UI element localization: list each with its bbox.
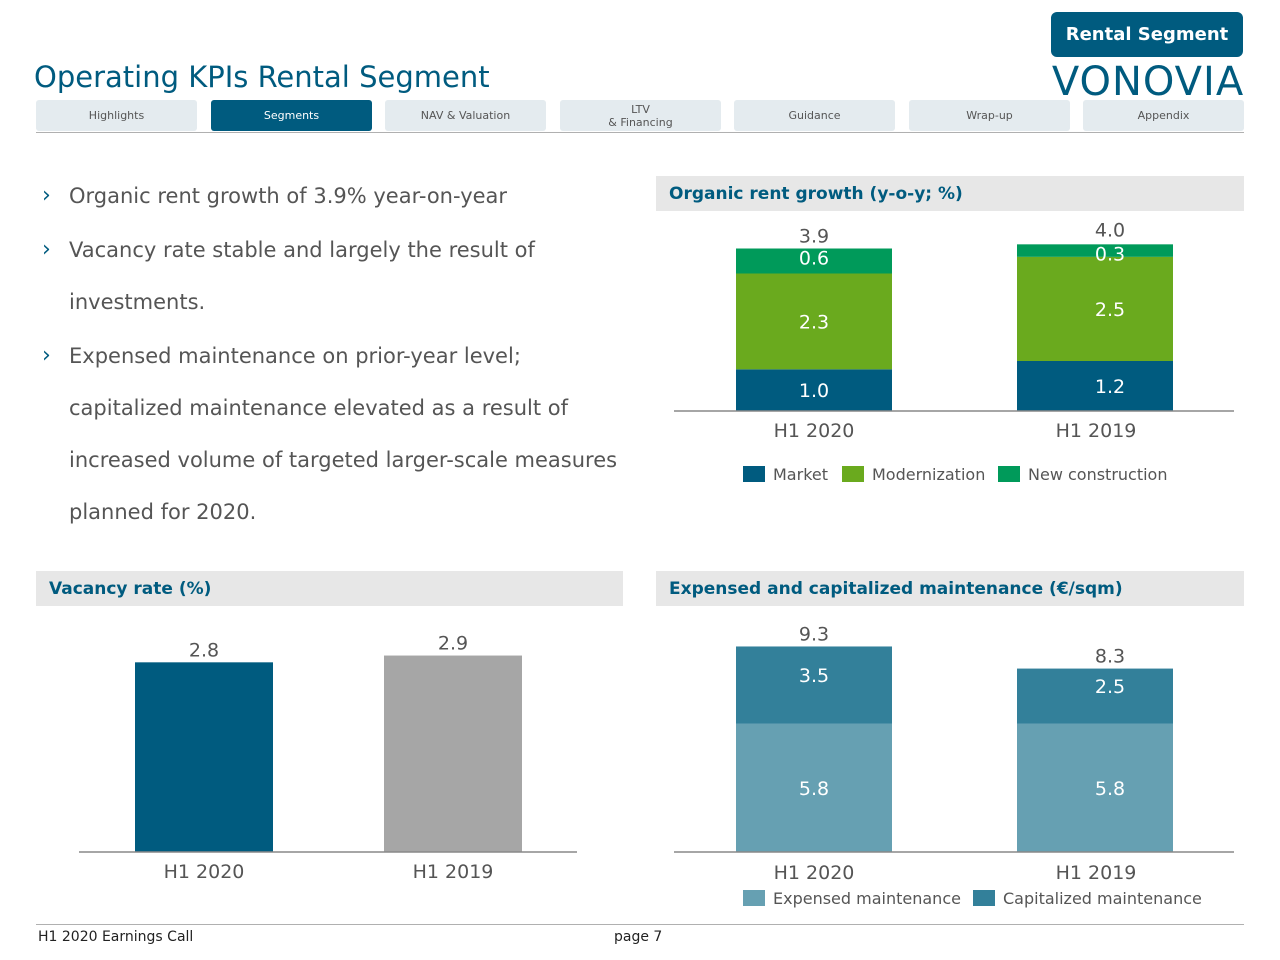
bar-segment <box>1017 256 1173 361</box>
bar-segment <box>736 369 892 411</box>
tab-label: LTV <box>631 102 650 116</box>
bar <box>135 662 273 852</box>
legend-label: New construction <box>1028 465 1167 484</box>
data-label: 2.9 <box>438 633 468 655</box>
page-title: Operating KPIs Rental Segment <box>34 60 490 94</box>
bullet-item: › Vacancy rate stable and largely the re… <box>36 224 589 328</box>
tab-guidance[interactable]: Guidance <box>734 100 895 131</box>
total-label: 3.9 <box>799 226 829 248</box>
legend-label: Market <box>773 465 828 484</box>
chevron-right-icon: › <box>42 237 51 262</box>
bullet-text: Expensed maintenance on prior-year level… <box>69 344 618 524</box>
chevron-right-icon: › <box>42 183 51 208</box>
category-label: H1 2020 <box>774 420 855 442</box>
maintenance-chart: 5.8 3.5 9.3 H1 2020 5.8 2.5 8.3 H1 2019 Expensed… <box>674 623 1234 908</box>
bar-segment <box>736 273 892 370</box>
legend-swatch <box>743 466 765 482</box>
tab-wrap-up[interactable]: Wrap-up <box>909 100 1070 131</box>
category-label: H1 2019 <box>1056 420 1137 442</box>
data-label: 2.3 <box>799 311 829 333</box>
legend-swatch <box>973 890 995 906</box>
rent-growth-panel-title: Organic rent growth (y-o-y; %) <box>656 176 1244 211</box>
vacancy-chart: 2.8 H1 2020 2.9 H1 2019 <box>79 633 577 883</box>
maintenance-panel-title: Expensed and capitalized maintenance (€/… <box>656 571 1244 606</box>
bar-segment <box>1017 361 1173 411</box>
bar-segment <box>1017 244 1173 257</box>
category-label: H1 2020 <box>774 862 855 884</box>
tab-label-line2: & Financing <box>608 115 673 129</box>
category-label: H1 2020 <box>164 861 245 883</box>
tab-label: Segments <box>263 109 320 122</box>
bar-segment <box>1017 668 1173 724</box>
chevron-right-icon: › <box>42 343 51 368</box>
tab-label: Guidance <box>788 109 841 122</box>
legend-label: Modernization <box>872 465 985 484</box>
tab-appendix[interactable]: Appendix <box>1083 100 1244 131</box>
tab-label: Highlights <box>88 109 145 122</box>
bullet-item: › Organic rent growth of 3.9% year-on-ye… <box>36 170 626 222</box>
data-label: 0.3 <box>1095 243 1125 265</box>
section-badge: Rental Segment <box>1051 12 1243 57</box>
footer-event: H1 2020 Earnings Call <box>38 929 194 945</box>
data-label: 5.8 <box>1095 778 1125 800</box>
tab-highlights[interactable]: Highlights <box>36 100 197 131</box>
legend-label: Capitalized maintenance <box>1003 889 1202 908</box>
key-points: › Organic rent growth of 3.9% year-on-ye… <box>36 170 626 538</box>
legend-swatch <box>743 890 765 906</box>
total-label: 4.0 <box>1095 219 1125 241</box>
bar-segment <box>736 248 892 274</box>
svg-text:VONOVIA: VONOVIA <box>1052 64 1244 98</box>
category-label: H1 2019 <box>413 861 494 883</box>
bullet-text: Vacancy rate stable and largely the resu… <box>69 238 535 314</box>
data-label: 2.5 <box>1095 299 1125 321</box>
data-label: 2.8 <box>189 639 219 661</box>
rent-growth-chart: 1.0 2.3 0.63.9 H1 2020 1.2 2.5 0.34.0 H1 2019 Ma… <box>674 219 1234 484</box>
data-label: 5.8 <box>799 778 829 800</box>
data-label: 2.5 <box>1095 676 1125 698</box>
bar-segment <box>736 723 892 852</box>
data-label: 1.0 <box>799 380 829 402</box>
page-number: page 7 <box>614 929 663 945</box>
bullet-item: › Expensed maintenance on prior-year lev… <box>36 330 629 538</box>
tab-label: NAV & Valuation <box>420 109 511 122</box>
bar-segment <box>1017 723 1173 852</box>
tab-nav-valuation[interactable]: NAV & Valuation <box>385 100 546 131</box>
tab-segments[interactable]: Segments <box>211 100 372 131</box>
footer-divider <box>36 924 1244 925</box>
total-label: 8.3 <box>1095 646 1125 668</box>
legend-swatch <box>842 466 864 482</box>
bar-segment <box>736 646 892 724</box>
data-label: 0.6 <box>799 248 829 270</box>
vacancy-panel-title: Vacancy rate (%) <box>36 571 623 606</box>
bar <box>384 655 522 852</box>
tab-ltv[interactable]: LTV & Financing <box>560 100 721 131</box>
total-label: 9.3 <box>799 623 829 645</box>
tab-label: Wrap-up <box>966 109 1013 122</box>
nav-divider <box>36 132 1244 133</box>
data-label: 3.5 <box>799 665 829 687</box>
vonovia-logo: VONOVIA <box>1052 64 1244 98</box>
section-nav: Highlights Segments NAV & Valuation LTV & Fi… <box>36 100 1244 132</box>
legend-label: Expensed maintenance <box>773 889 961 908</box>
tab-label: Appendix <box>1137 109 1190 122</box>
bullet-text: Organic rent growth of 3.9% year-on-year <box>69 184 508 208</box>
category-label: H1 2019 <box>1056 862 1137 884</box>
data-label: 1.2 <box>1095 376 1125 398</box>
legend-swatch <box>998 466 1020 482</box>
